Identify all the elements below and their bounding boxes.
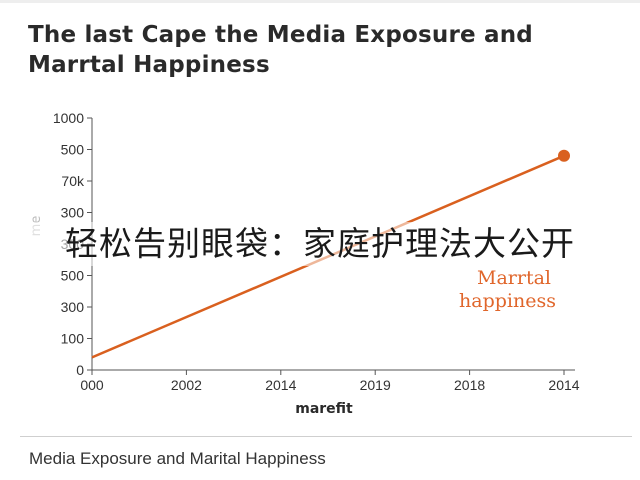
top-rule bbox=[0, 0, 640, 3]
x-ticks: 000 2002 2014 2019 2018 2014 bbox=[80, 370, 580, 393]
y-tick-label: 70k bbox=[61, 173, 85, 189]
y-tick-label: 100 bbox=[61, 331, 85, 347]
x-tick-label: 2014 bbox=[265, 377, 296, 393]
y-tick-label: 500 bbox=[61, 142, 85, 158]
x-axis-label: marefit bbox=[295, 401, 353, 417]
y-tick-label: 300 bbox=[61, 299, 85, 315]
overlay-caption: 轻松告别眼袋：家庭护理法大公开 bbox=[0, 222, 640, 266]
x-tick-label: 2019 bbox=[360, 377, 391, 393]
x-tick-label: 2014 bbox=[548, 377, 579, 393]
chart-title: The last Cape the Media Exposure and Mar… bbox=[28, 22, 533, 78]
annotation-line-2: happiness bbox=[459, 290, 556, 312]
x-tick-label: 000 bbox=[80, 377, 104, 393]
y-tick-label: 0 bbox=[76, 362, 84, 378]
y-tick-label: 1000 bbox=[53, 110, 84, 126]
annotation-line-1: Marrtal bbox=[477, 267, 551, 289]
x-tick-label: 2002 bbox=[171, 377, 202, 393]
y-tick-label: 300 bbox=[61, 205, 85, 221]
x-tick-label: 2018 bbox=[454, 377, 485, 393]
y-ticks: 010030050030030070k5001000 bbox=[53, 110, 92, 378]
footer-divider bbox=[20, 436, 632, 437]
y-tick-label: 500 bbox=[61, 268, 85, 284]
figure-caption: Media Exposure and Marital Happiness bbox=[29, 449, 326, 468]
series-end-point bbox=[558, 149, 570, 162]
